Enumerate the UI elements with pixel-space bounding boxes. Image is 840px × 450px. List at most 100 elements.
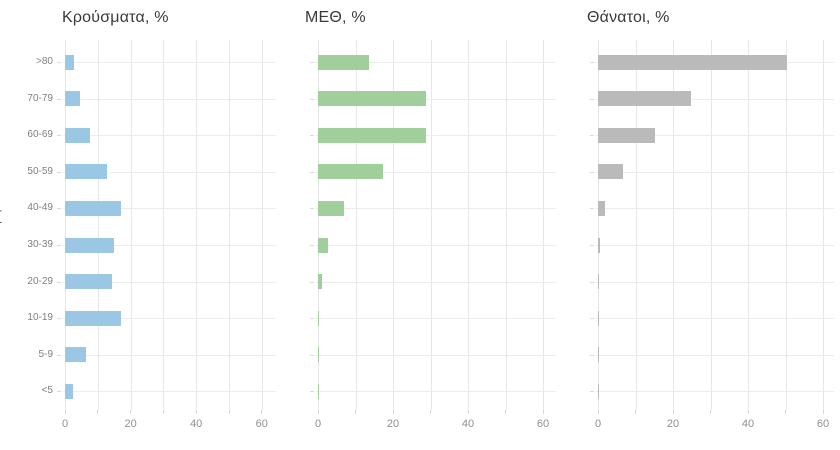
plot-cases: 0 20 40 60 (57, 40, 276, 430)
gridline-vertical (65, 40, 66, 410)
bar-5-9 (598, 347, 599, 363)
gridline-horizontal (316, 135, 556, 137)
y-axis-tick (590, 98, 594, 100)
gridline-vertical (163, 40, 165, 410)
y-axis-tick (310, 62, 314, 63)
x-axis-tick (505, 410, 506, 414)
x-axis-tick (261, 410, 263, 414)
x-axis-tick (392, 410, 394, 414)
y-axis-tick (590, 135, 594, 137)
bar-50-59 (598, 164, 624, 180)
x-tick-label: 40 (461, 418, 475, 430)
gridline-horizontal (596, 281, 834, 283)
y-axis-label: 30-39 (27, 239, 53, 250)
bar-30-39 (598, 237, 600, 253)
y-axis-label: 5-9 (38, 348, 53, 360)
y-axis-tick (57, 354, 61, 356)
y-axis-label: 10-19 (27, 312, 53, 324)
gridline-horizontal (596, 171, 834, 173)
gridline-vertical (635, 40, 637, 410)
y-axis-tick (590, 391, 594, 393)
x-axis-tick (162, 410, 164, 414)
x-axis-tick (97, 410, 99, 414)
y-axis-labels: >80 70-79 60-69 50-59 40-49 30-39 20-29 10-19 5-… (0, 0, 53, 450)
bar-60-69 (598, 127, 656, 143)
gridline-vertical (673, 40, 674, 410)
y-axis-label: 40-49 (27, 202, 53, 214)
y-axis-label: >80 (36, 56, 53, 67)
gridline-horizontal (596, 318, 834, 320)
y-axis-tick (590, 318, 594, 320)
x-axis-tick (317, 410, 319, 414)
x-axis-tick (542, 410, 544, 414)
bar-40-49 (65, 200, 122, 216)
y-axis-tick (310, 171, 314, 173)
y-axis-tick (57, 281, 61, 283)
gridline-horizontal (596, 135, 834, 137)
bar-40-49 (318, 200, 344, 216)
y-axis-tick (310, 281, 314, 283)
bar-50-59 (65, 164, 107, 180)
x-axis-tick (355, 410, 356, 414)
gridline-horizontal (596, 354, 834, 356)
bar-10-19 (65, 310, 122, 326)
gridline-vertical (543, 40, 544, 410)
gridline-horizontal (316, 318, 556, 320)
gridline-vertical (130, 40, 132, 410)
gridline-horizontal (596, 98, 834, 100)
gridline-vertical (430, 40, 432, 410)
gridline-horizontal (63, 135, 276, 137)
x-axis-tick (430, 410, 431, 414)
y-axis-tick (57, 391, 61, 393)
bar-50-59 (318, 164, 383, 180)
plot-icu: 0 20 40 60 (310, 40, 556, 430)
y-axis-tick (57, 318, 61, 320)
bar-10-19 (318, 310, 320, 326)
y-axis-label: <5 (41, 385, 53, 397)
panel-title-icu: ΜΕΘ, % (305, 9, 366, 26)
gridline-vertical (598, 40, 599, 410)
gridline-vertical (355, 40, 357, 410)
x-axis-tick (597, 410, 599, 414)
panel-title-cases: Κρούσματα, % (62, 9, 169, 26)
bar-20-29 (598, 274, 600, 290)
y-axis-label: 60-69 (27, 129, 53, 141)
gridline-vertical (710, 40, 712, 410)
x-tick-label: 60 (816, 418, 830, 430)
bar-20-29 (65, 274, 113, 290)
bar-lt5 (318, 383, 319, 399)
gridline-horizontal (63, 208, 276, 210)
x-axis-tick (747, 410, 749, 414)
x-axis-tick (130, 410, 132, 414)
x-tick-label: 40 (190, 418, 203, 430)
gridline-horizontal (316, 171, 556, 173)
x-tick-label: 0 (61, 418, 69, 430)
gridline-horizontal (63, 391, 276, 393)
gridline-horizontal (63, 245, 276, 246)
bar-lt5 (598, 383, 599, 399)
gridline-vertical (229, 40, 230, 410)
y-axis-tick (590, 62, 594, 63)
x-tick-label: 0 (314, 418, 322, 430)
x-axis-tick (822, 410, 824, 414)
gridline-vertical (393, 40, 394, 410)
gridline-horizontal (63, 98, 276, 100)
x-axis-tick (785, 410, 786, 414)
gridline-horizontal (316, 281, 556, 283)
y-axis-tick (57, 135, 61, 137)
y-axis-tick (310, 245, 314, 246)
y-axis-tick (590, 281, 594, 283)
bar-5-9 (318, 347, 319, 363)
y-axis-tick (57, 208, 61, 210)
x-tick-label: 60 (536, 418, 550, 430)
bar-10-19 (598, 310, 599, 326)
gridline-vertical (748, 40, 749, 410)
gridline-horizontal (63, 281, 276, 283)
y-axis-tick (310, 354, 314, 356)
bar-60-69 (318, 127, 426, 143)
bar-gt80 (65, 54, 75, 70)
y-axis-label: 70-79 (27, 92, 53, 104)
y-axis-tick (590, 208, 594, 210)
y-axis-tick (590, 354, 594, 356)
y-axis-tick (590, 171, 594, 173)
